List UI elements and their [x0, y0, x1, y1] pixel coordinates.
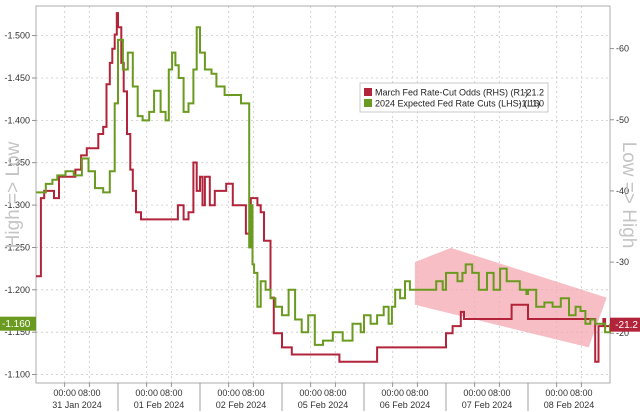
left-tick-label: -1.200	[4, 285, 30, 295]
legend-value-green: -1.160	[518, 99, 544, 109]
day-label: 06 Feb 2024	[380, 400, 431, 410]
right-axis-ticks: -60 -50 -40 -30 -20	[610, 44, 629, 338]
legend-entry-green: 2024 Expected Fed Rate Cuts (LHS) (L1) -…	[364, 99, 544, 109]
right-tick-label: -20	[616, 328, 629, 338]
right-tick-label: -50	[616, 115, 629, 125]
legend-swatch-red	[364, 88, 372, 96]
right-tick-label: -40	[616, 186, 629, 196]
x-tick-label: 00:00	[299, 388, 322, 398]
x-tick-label: 08:00	[160, 388, 183, 398]
day-label: 01 Feb 2024	[134, 400, 185, 410]
day-label: 02 Feb 2024	[216, 400, 267, 410]
legend-label-green: 2024 Expected Fed Rate Cuts (LHS) (L1)	[375, 99, 540, 109]
x-tick-label: 00:00	[545, 388, 568, 398]
day-label: 05 Feb 2024	[298, 400, 349, 410]
x-tick-label: 08:00	[406, 388, 429, 398]
legend-entry-red: March Fed Rate-Cut Odds (RHS) (R1) -21.2	[364, 88, 544, 98]
left-tick-label: -1.300	[4, 200, 30, 210]
x-tick-label: 00:00	[135, 388, 158, 398]
grid	[36, 6, 610, 383]
plot-border	[35, 5, 611, 384]
left-tick-label: -1.150	[4, 327, 30, 337]
x-tick-label: 00:00	[381, 388, 404, 398]
right-last-value-marker: -21.2	[610, 317, 640, 332]
series-line-expected-cuts	[36, 26, 611, 346]
left-tick-label: -1.500	[4, 31, 30, 41]
series-layer	[36, 12, 611, 363]
plot-frame	[35, 5, 611, 384]
x-tick-label: 08:00	[324, 388, 347, 398]
legend-value-red: -21.2	[523, 88, 544, 98]
day-label: 08 Feb 2024	[544, 400, 595, 410]
left-last-value-label: -1.160	[2, 319, 31, 330]
x-tick-label: 08:00	[570, 388, 593, 398]
left-axis-label: High => Low	[3, 141, 24, 248]
right-axis-label: Low => High	[618, 142, 639, 249]
x-tick-label: 00:00	[463, 388, 486, 398]
left-tick-label: -1.400	[4, 115, 30, 125]
left-last-value-marker: -1.160	[0, 316, 36, 331]
right-last-value-label: -21.2	[615, 320, 638, 331]
x-tick-label: 00:00	[53, 388, 76, 398]
right-tick-label: -30	[616, 257, 629, 267]
x-tick-label: 08:00	[242, 388, 265, 398]
series-line-march-odds	[36, 12, 611, 363]
right-tick-label: -60	[616, 44, 629, 54]
day-label: 07 Feb 2024	[462, 400, 513, 410]
left-tick-label: -1.350	[4, 158, 30, 168]
x-tick-label: 08:00	[488, 388, 511, 398]
left-tick-label: -1.100	[4, 370, 30, 380]
left-axis-ticks: -1.500 -1.450 -1.400 -1.350 -1.300 -1.250 -1.2…	[4, 31, 36, 380]
legend-label-red: March Fed Rate-Cut Odds (RHS) (R1)	[375, 88, 528, 98]
x-tick-label: 00:00	[217, 388, 240, 398]
legend-swatch-green	[364, 99, 372, 107]
x-tick-label: 08:00	[78, 388, 101, 398]
legend: March Fed Rate-Cut Odds (RHS) (R1) -21.2…	[359, 82, 549, 113]
left-tick-label: -1.450	[4, 73, 30, 83]
day-label: 31 Jan 2024	[52, 400, 102, 410]
left-tick-label: -1.250	[4, 242, 30, 252]
